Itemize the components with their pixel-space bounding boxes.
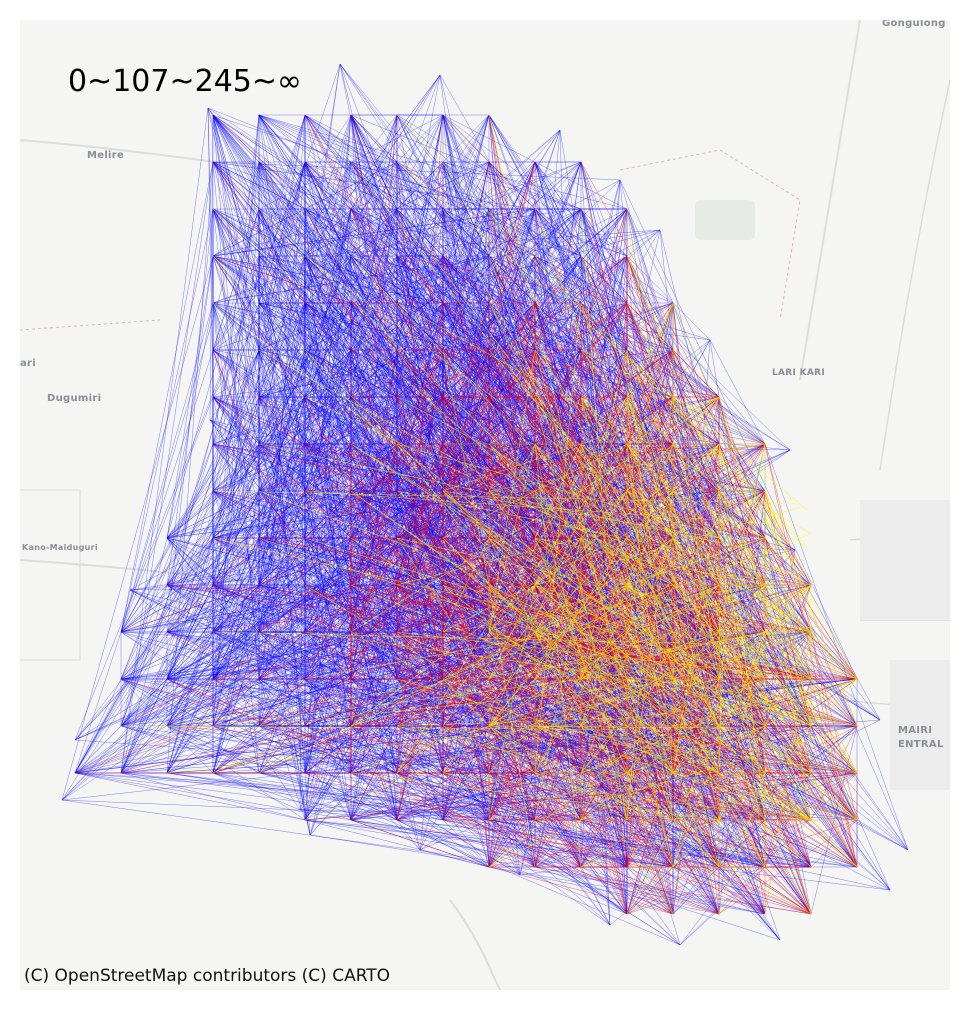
map-attribution: (C) OpenStreetMap contributors (C) CARTO — [24, 966, 391, 986]
map-canvas[interactable]: Gongulong Melire Dugumiri ari LARI KARI … — [20, 20, 950, 990]
place-label-mairi: MAIRI — [898, 725, 933, 736]
flow-path-low — [61, 63, 909, 946]
flow-map-svg — [20, 20, 950, 990]
place-label-kano-maiduguri: Kano-Maiduguri — [22, 543, 98, 552]
flow-lines-high — [120, 114, 858, 915]
flow-lines — [61, 63, 909, 946]
place-label-gongulong: Gongulong — [882, 20, 946, 29]
place-label-ari: ari — [20, 358, 37, 369]
place-label-lari-kari: LARI KARI — [772, 368, 826, 378]
place-label-dugumiri: Dugumiri — [47, 393, 102, 404]
basemap-features — [695, 200, 950, 790]
flow-lines-low — [61, 63, 909, 946]
flow-path-high — [120, 114, 858, 915]
place-label-melire: Melire — [87, 150, 125, 161]
place-label-central: ENTRAL — [898, 739, 944, 750]
legend-breaks-label: 0~107~245~∞ — [68, 64, 303, 99]
